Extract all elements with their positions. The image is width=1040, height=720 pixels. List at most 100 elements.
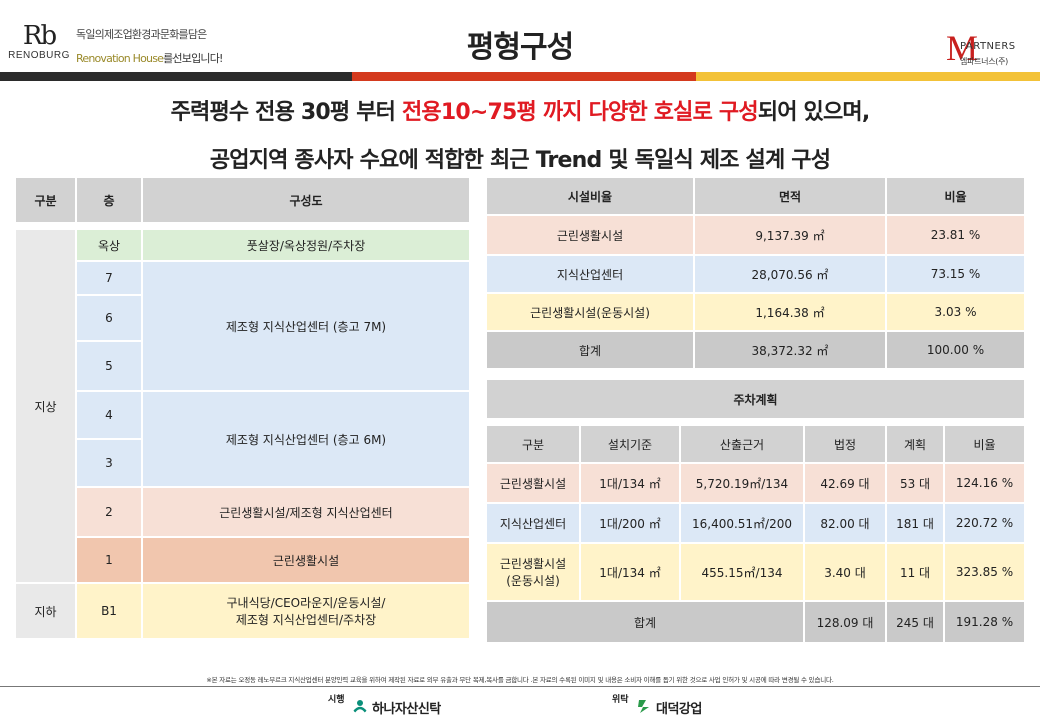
headline-highlight: 전용10~75평 까지 다양한 호실로 구성 — [401, 100, 759, 125]
floor-cell: 7 — [77, 262, 143, 296]
headline-line1-post: 되어 있으며, — [757, 100, 870, 125]
trustee-role: 위탁 — [612, 695, 629, 705]
page-header: Rb RENOBURG 독일의제조업환경과문화를담은 Renovation Ho… — [0, 0, 1040, 72]
parking-title-row: 주차계획 — [487, 380, 1027, 420]
parking-name-cell: 근린생활시설 — [487, 464, 581, 504]
composition-cell: 제조형 지식산업센터 (층고 7M) — [143, 262, 471, 392]
floor-cell: 6 — [77, 296, 143, 342]
m-partners-logo-name: PARTNERS — [960, 41, 1016, 52]
parking-total-label: 합계 — [487, 602, 805, 644]
table-row: 근린생활시설 9,137.39 ㎡ 23.81 % — [487, 216, 1026, 256]
parking-title: 주차계획 — [487, 380, 1027, 420]
header-legal: 법정 — [805, 426, 887, 464]
floor-cell: B1 — [77, 584, 143, 640]
header-basis: 산출근거 — [681, 426, 805, 464]
parking-basis-cell: 5,720.19㎡/134 — [681, 464, 805, 504]
parking-legal-cell: 82.00 대 — [805, 504, 887, 544]
header-ratio: 비율 — [945, 426, 1027, 464]
header-plan: 계획 — [887, 426, 945, 464]
floor-cell: 5 — [77, 342, 143, 392]
facility-ratio-table: 시설비율 면적 비율 근린생활시설 9,137.39 ㎡ 23.81 % 지식산… — [487, 178, 1026, 370]
header-standard: 설치기준 — [581, 426, 681, 464]
facility-area-cell: 9,137.39 ㎡ — [695, 216, 887, 256]
facility-name-cell: 지식산업센터 — [487, 256, 695, 294]
parking-name-line1: 근린생활시설 — [499, 557, 567, 571]
composition-cell: 풋살장/옥상정원/주차장 — [143, 230, 471, 262]
tagline-rest: 를선보입니다! — [163, 52, 223, 65]
facility-ratio-cell: 73.15 % — [887, 256, 1026, 294]
developer-role: 시행 — [328, 695, 345, 705]
parking-name-cell: 지식산업센터 — [487, 504, 581, 544]
parking-plan-cell: 181 대 — [887, 504, 945, 544]
headline-line1: 주력평수 전용 30평 부터 전용10~75평 까지 다양한 호실로 구성되어 … — [0, 94, 1040, 126]
parking-total-legal: 128.09 대 — [805, 602, 887, 644]
headline-line2: 공업지역 종사자 수요에 적합한 최근 Trend 및 독일식 제조 설계 구성 — [209, 148, 831, 173]
parking-name-line2: (운동시설) — [506, 574, 560, 588]
table-row: 7 제조형 지식산업센터 (층고 7M) — [16, 262, 471, 392]
table-row: 6 — [16, 296, 471, 342]
trustee-name: 대덕강업 — [656, 702, 702, 717]
facility-total-ratio: 100.00 % — [887, 332, 1026, 370]
table-row: 2 근린생활시설/제조형 지식산업센터 — [16, 488, 471, 538]
renoburg-logo-mark: Rb — [22, 21, 57, 51]
tagline-line2: Renovation House를선보입니다! — [76, 50, 236, 66]
m-partners-logo: M PARTNERS 엠파트너스(주) — [940, 30, 1036, 70]
footer-divider — [0, 686, 1040, 687]
table-row: 근린생활시설(운동시설) 1,164.38 ㎡ 3.03 % — [487, 294, 1026, 332]
parking-legal-cell: 42.69 대 — [805, 464, 887, 504]
facility-total-area: 38,372.32 ㎡ — [695, 332, 887, 370]
daeduk-logo-icon — [638, 700, 649, 713]
parking-plan-table: 주차계획 구분 설치기준 산출근거 법정 계획 비율 근린생활시설 1대/134… — [487, 380, 1027, 644]
table-row: 근린생활시설 (운동시설) 1대/134 ㎡ 455.15㎡/134 3.40 대… — [487, 544, 1027, 602]
parking-ratio-cell: 220.72 % — [945, 504, 1027, 544]
table-row: 1 근린생활시설 — [16, 538, 471, 584]
parking-basis-cell: 16,400.51㎡/200 — [681, 504, 805, 544]
parking-total-ratio: 191.28 % — [945, 602, 1027, 644]
tagline-line1: 독일의제조업환경과문화를담은 — [76, 28, 207, 41]
m-partners-logo-mark: M — [946, 28, 979, 68]
table-header-row: 구분 설치기준 산출근거 법정 계획 비율 — [487, 426, 1027, 464]
floor-cell: 2 — [77, 488, 143, 538]
facility-ratio-cell: 23.81 % — [887, 216, 1026, 256]
table-row: 지식산업센터 1대/200 ㎡ 16,400.51㎡/200 82.00 대 1… — [487, 504, 1027, 544]
floor-composition-table: 구분 층 구성도 지상 옥상 풋살장/옥상정원/주차장 7 제조형 지식산업센터… — [16, 178, 471, 640]
facility-area-cell: 28,070.56 ㎡ — [695, 256, 887, 294]
header-floor: 층 — [77, 178, 143, 224]
trustee-logo: 위탁 대덕강업 — [612, 690, 772, 718]
composition-line1: 구내식당/CEO라운지/운동시설/ — [226, 596, 386, 610]
table-row: 지상 옥상 풋살장/옥상정원/주차장 — [16, 230, 471, 584]
parking-ratio-cell: 323.85 % — [945, 544, 1027, 602]
parking-standard-cell: 1대/134 ㎡ — [581, 464, 681, 504]
m-partners-logo-name-kr: 엠파트너스(주) — [960, 57, 1009, 66]
composition-line2: 제조형 지식산업센터/주차장 — [235, 613, 377, 627]
developer-logo: 시행 하나자산신탁 — [328, 690, 488, 718]
parking-plan-cell: 53 대 — [887, 464, 945, 504]
floor-cell: 옥상 — [77, 230, 143, 262]
table-row: 지하 B1 구내식당/CEO라운지/운동시설/제조형 지식산업센터/주차장 — [16, 584, 471, 640]
parking-total-plan: 245 대 — [887, 602, 945, 644]
floor-cell: 1 — [77, 538, 143, 584]
tagline: 독일의제조업환경과문화를담은 Renovation House를선보입니다! — [76, 26, 236, 66]
table-total-row: 합계 38,372.32 ㎡ 100.00 % — [487, 332, 1026, 370]
header-composition: 구성도 — [143, 178, 471, 224]
facility-ratio-cell: 3.03 % — [887, 294, 1026, 332]
header-ratio: 비율 — [887, 178, 1026, 216]
parking-basis-cell: 455.15㎡/134 — [681, 544, 805, 602]
headline-line1-pre: 주력평수 전용 30평 부터 — [170, 100, 402, 125]
header-category: 구분 — [487, 426, 581, 464]
composition-cell: 근린생활시설 — [143, 538, 471, 584]
floor-cell: 4 — [77, 392, 143, 440]
header-category: 구분 — [16, 178, 77, 224]
table-row: 5 — [16, 342, 471, 392]
parking-plan-cell: 11 대 — [887, 544, 945, 602]
renoburg-logo-name: RENOBURG — [8, 50, 70, 61]
table-row: 4 제조형 지식산업센터 (층고 6M) — [16, 392, 471, 488]
parking-name-cell: 근린생활시설 (운동시설) — [487, 544, 581, 602]
facility-total-label: 합계 — [487, 332, 695, 370]
composition-cell: 구내식당/CEO라운지/운동시설/제조형 지식산업센터/주차장 — [143, 584, 471, 640]
developer-name: 하나자산신탁 — [372, 702, 441, 717]
disclaimer-text: ※본 자료는 오정동 레노부르크 지식산업센터 분양인력 교육을 위하여 제작된… — [206, 676, 834, 684]
composition-cell: 제조형 지식산업센터 (층고 6M) — [143, 392, 471, 488]
table-row: 지식산업센터 28,070.56 ㎡ 73.15 % — [487, 256, 1026, 294]
hana-logo-icon — [353, 700, 367, 713]
